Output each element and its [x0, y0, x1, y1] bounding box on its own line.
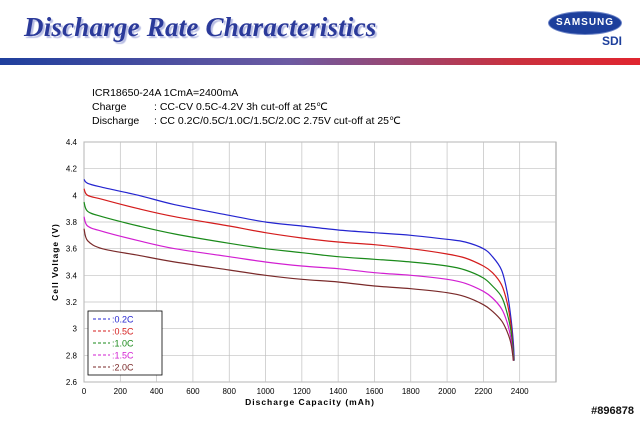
y-tick-label: 4.2 [66, 165, 78, 174]
legend-label: :1.0C [112, 339, 134, 349]
series-line-0_5C [83, 188, 515, 361]
samsung-sdi-logo: SAMSUNG SDI [548, 11, 622, 49]
y-tick-label: 3.6 [66, 245, 78, 254]
legend-label: :0.2C [112, 315, 134, 325]
spec-discharge-label: Discharge [92, 115, 140, 127]
x-tick-label: 1800 [402, 387, 420, 396]
x-tick-label: 800 [223, 387, 237, 396]
spec-block: ICR18650-24A 1CmA=2400mA Charge : CC-CV … [92, 86, 401, 128]
x-tick-label: 1200 [293, 387, 311, 396]
watermark-text: #896878 [591, 405, 634, 417]
x-tick-label: 2000 [438, 387, 456, 396]
series-line-0_2C [83, 178, 515, 361]
series-line-1_5C [83, 216, 515, 361]
title-gradient-bar [0, 58, 640, 65]
y-axis-label: Cell Voltage (V) [50, 223, 60, 301]
x-tick-label: 1400 [329, 387, 347, 396]
y-tick-label: 2.6 [66, 378, 78, 387]
legend-label: :1.5C [112, 351, 134, 361]
y-tick-label: 4 [73, 191, 78, 200]
spec-charge-label: Charge [92, 101, 127, 113]
legend-label: :2.0C [112, 363, 134, 373]
y-tick-label: 3.8 [66, 218, 78, 227]
slide-title: Discharge Rate Characteristics [24, 12, 377, 42]
x-tick-label: 600 [186, 387, 200, 396]
spec-model: ICR18650-24A 1CmA=2400mA [92, 87, 239, 99]
y-tick-label: 3 [73, 325, 78, 334]
legend-label: :0.5C [112, 327, 134, 337]
x-tick-label: 0 [82, 387, 87, 396]
x-tick-label: 1000 [257, 387, 275, 396]
y-tick-label: 3.4 [66, 271, 78, 280]
chart-series [83, 178, 515, 361]
y-tick-label: 3.2 [66, 298, 78, 307]
logo-brand: SAMSUNG [548, 11, 622, 35]
series-line-1_0C [83, 201, 515, 361]
logo-sub: SDI [601, 34, 622, 48]
spec-charge-value: : CC-CV 0.5C-4.2V 3h cut-off at 25℃ [154, 101, 328, 113]
x-tick-label: 1600 [366, 387, 384, 396]
y-tick-label: 4.4 [66, 138, 78, 147]
spec-discharge-value: : CC 0.2C/0.5C/1.0C/1.5C/2.0C 2.75V cut-… [154, 115, 401, 127]
chart-legend: :0.2C :0.5C :1.0C :1.5C :2.0C [87, 310, 163, 376]
chart-ticks: 0 200 400 600 800 1000 1200 1400 1600 1800 2000 220… [66, 138, 529, 396]
x-tick-label: 200 [114, 387, 128, 396]
x-axis-label: Discharge Capacity (mAh) [245, 397, 375, 407]
series-line-2_0C [83, 228, 514, 361]
x-tick-label: 400 [150, 387, 164, 396]
y-tick-label: 2.8 [66, 351, 78, 360]
x-tick-label: 2200 [474, 387, 492, 396]
x-tick-label: 2400 [511, 387, 529, 396]
